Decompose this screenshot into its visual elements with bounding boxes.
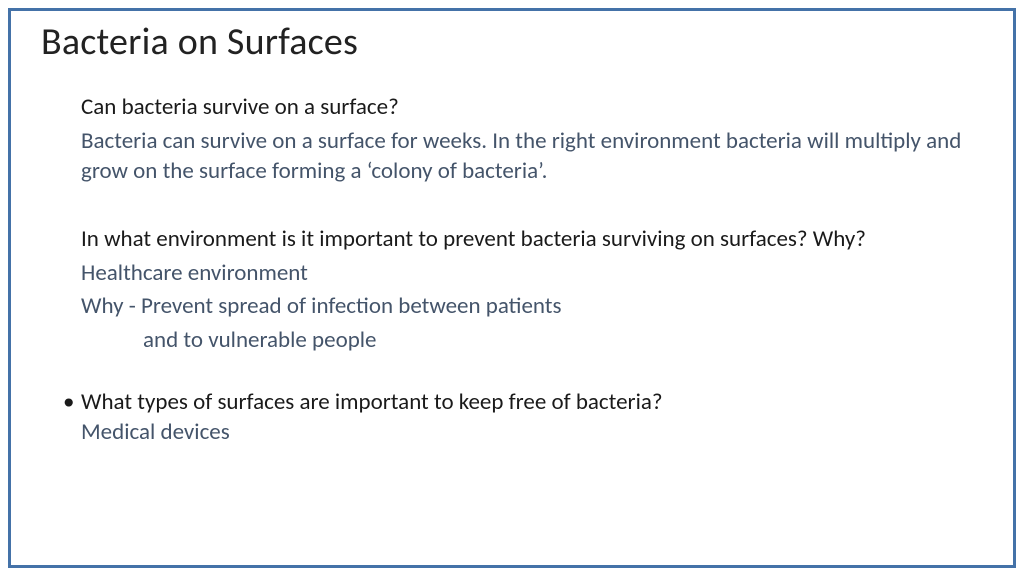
answer-2-line1: Healthcare environment bbox=[81, 259, 963, 289]
answer-1: Bacteria can survive on a surface for we… bbox=[81, 127, 963, 187]
question-3-row: • What types of surfaces are important t… bbox=[63, 388, 963, 418]
answer-2-line2: Why - Prevent spread of infection betwee… bbox=[81, 292, 963, 322]
question-1: Can bacteria survive on a surface? bbox=[81, 93, 963, 123]
slide-content: Bacteria on Surfaces Can bacteria surviv… bbox=[11, 11, 1013, 472]
question-3: What types of surfaces are important to … bbox=[81, 388, 663, 418]
slide-title: Bacteria on Surfaces bbox=[41, 19, 983, 65]
answer-2-line3: and to vulnerable people bbox=[81, 326, 963, 356]
slide-frame: Bacteria on Surfaces Can bacteria surviv… bbox=[8, 8, 1016, 568]
bullet-icon: • bbox=[63, 388, 81, 418]
question-2: In what environment is it important to p… bbox=[81, 225, 963, 255]
slide-body: Can bacteria survive on a surface? Bacte… bbox=[41, 93, 983, 448]
answer-3: Medical devices bbox=[81, 418, 963, 448]
